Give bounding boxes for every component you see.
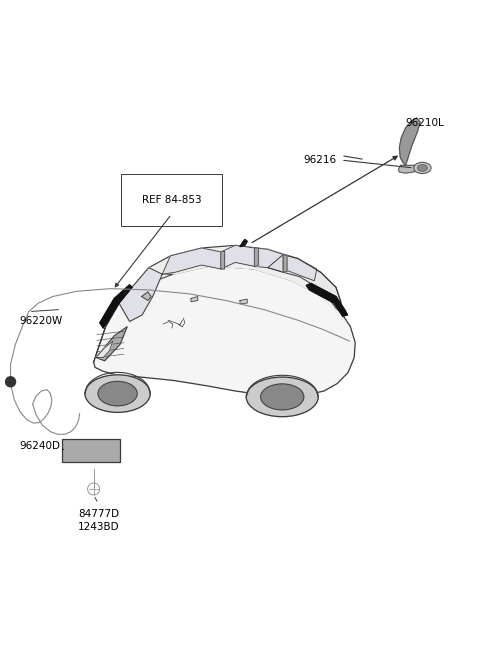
Text: REF 84-853: REF 84-853 bbox=[142, 195, 201, 205]
Polygon shape bbox=[240, 239, 247, 247]
Ellipse shape bbox=[98, 381, 137, 406]
Polygon shape bbox=[399, 118, 420, 165]
Ellipse shape bbox=[414, 162, 431, 174]
Polygon shape bbox=[94, 274, 173, 362]
Polygon shape bbox=[398, 165, 422, 173]
Text: 96210L: 96210L bbox=[406, 118, 444, 129]
Polygon shape bbox=[100, 285, 132, 328]
Text: 84777D: 84777D bbox=[78, 508, 119, 519]
Polygon shape bbox=[283, 255, 287, 272]
Polygon shape bbox=[191, 297, 198, 302]
Polygon shape bbox=[254, 248, 283, 272]
Text: 96220W: 96220W bbox=[19, 316, 62, 327]
Polygon shape bbox=[306, 283, 348, 316]
Ellipse shape bbox=[417, 165, 428, 171]
Polygon shape bbox=[240, 299, 247, 304]
Polygon shape bbox=[162, 248, 221, 274]
Polygon shape bbox=[268, 255, 341, 312]
Polygon shape bbox=[96, 327, 127, 361]
Polygon shape bbox=[221, 251, 225, 269]
Polygon shape bbox=[119, 268, 162, 321]
Polygon shape bbox=[119, 245, 350, 327]
Polygon shape bbox=[254, 248, 258, 266]
Polygon shape bbox=[142, 292, 151, 300]
Text: 96216: 96216 bbox=[303, 155, 336, 165]
Circle shape bbox=[6, 377, 15, 387]
FancyBboxPatch shape bbox=[62, 438, 120, 462]
Ellipse shape bbox=[85, 375, 150, 413]
Text: 96240D: 96240D bbox=[19, 441, 60, 451]
Text: 1243BD: 1243BD bbox=[78, 522, 119, 533]
Polygon shape bbox=[221, 245, 254, 269]
Ellipse shape bbox=[246, 377, 318, 417]
Ellipse shape bbox=[261, 384, 304, 410]
Polygon shape bbox=[283, 255, 317, 281]
Polygon shape bbox=[94, 266, 355, 396]
Polygon shape bbox=[96, 341, 113, 358]
